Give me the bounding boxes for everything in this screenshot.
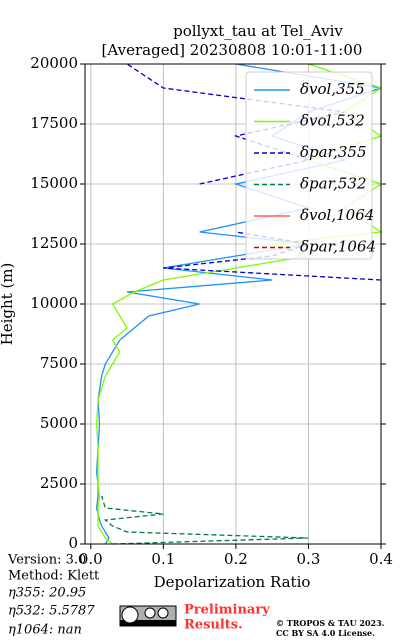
legend-label: δvol,355 xyxy=(300,80,365,98)
legend-box xyxy=(245,71,373,260)
legend-label: δvol,1064 xyxy=(300,206,374,224)
x-tick-label: 0.0 xyxy=(79,550,103,568)
y-tick-label: 2500 xyxy=(40,474,78,492)
info-method: Method: Klett xyxy=(8,569,100,584)
legend-label: δvol,532 xyxy=(300,112,365,130)
y-tick-label: 12500 xyxy=(30,234,78,252)
legend-label: δpar,532 xyxy=(300,175,367,193)
cc-logo xyxy=(119,605,177,627)
preliminary: Preliminary xyxy=(184,603,270,618)
chart-title: pollyxt_tau at Tel_Aviv xyxy=(173,22,343,40)
y-tick-label: 0 xyxy=(68,534,78,552)
plot-frame xyxy=(84,63,382,545)
info-eta532: η532: 5.5787 xyxy=(8,604,95,619)
y-tick-label: 17500 xyxy=(30,114,78,132)
info-eta1064: η1064: nan xyxy=(8,623,82,638)
x-tick-label: 0.3 xyxy=(297,550,321,568)
y-tick-label: 5000 xyxy=(40,414,78,432)
x-tick-label: 0.1 xyxy=(151,550,175,568)
y-tick-label: 10000 xyxy=(30,294,78,312)
profile-line xyxy=(163,231,382,281)
copyright: © TROPOS & TAU 2023. xyxy=(276,618,385,628)
y-tick-label: 20000 xyxy=(30,54,78,72)
info-version: Version: 3.0 xyxy=(7,553,86,568)
legend-label: δpar,1064 xyxy=(300,238,376,256)
y-axis-label: Height (m) xyxy=(0,263,16,346)
x-tick-label: 0.4 xyxy=(369,550,393,568)
info-eta355: η355: 20.95 xyxy=(8,586,86,601)
x-axis-label: Depolarization Ratio xyxy=(154,573,311,591)
chart-subtitle: [Averaged] 20230808 10:01-11:00 xyxy=(102,41,363,59)
license: CC BY SA 4.0 License. xyxy=(276,628,375,638)
y-tick-label: 15000 xyxy=(30,174,78,192)
results: Results. xyxy=(184,618,243,633)
y-tick-label: 7500 xyxy=(40,354,78,372)
legend-label: δpar,355 xyxy=(300,143,367,161)
profile-line xyxy=(101,495,309,545)
x-tick-label: 0.2 xyxy=(224,550,248,568)
